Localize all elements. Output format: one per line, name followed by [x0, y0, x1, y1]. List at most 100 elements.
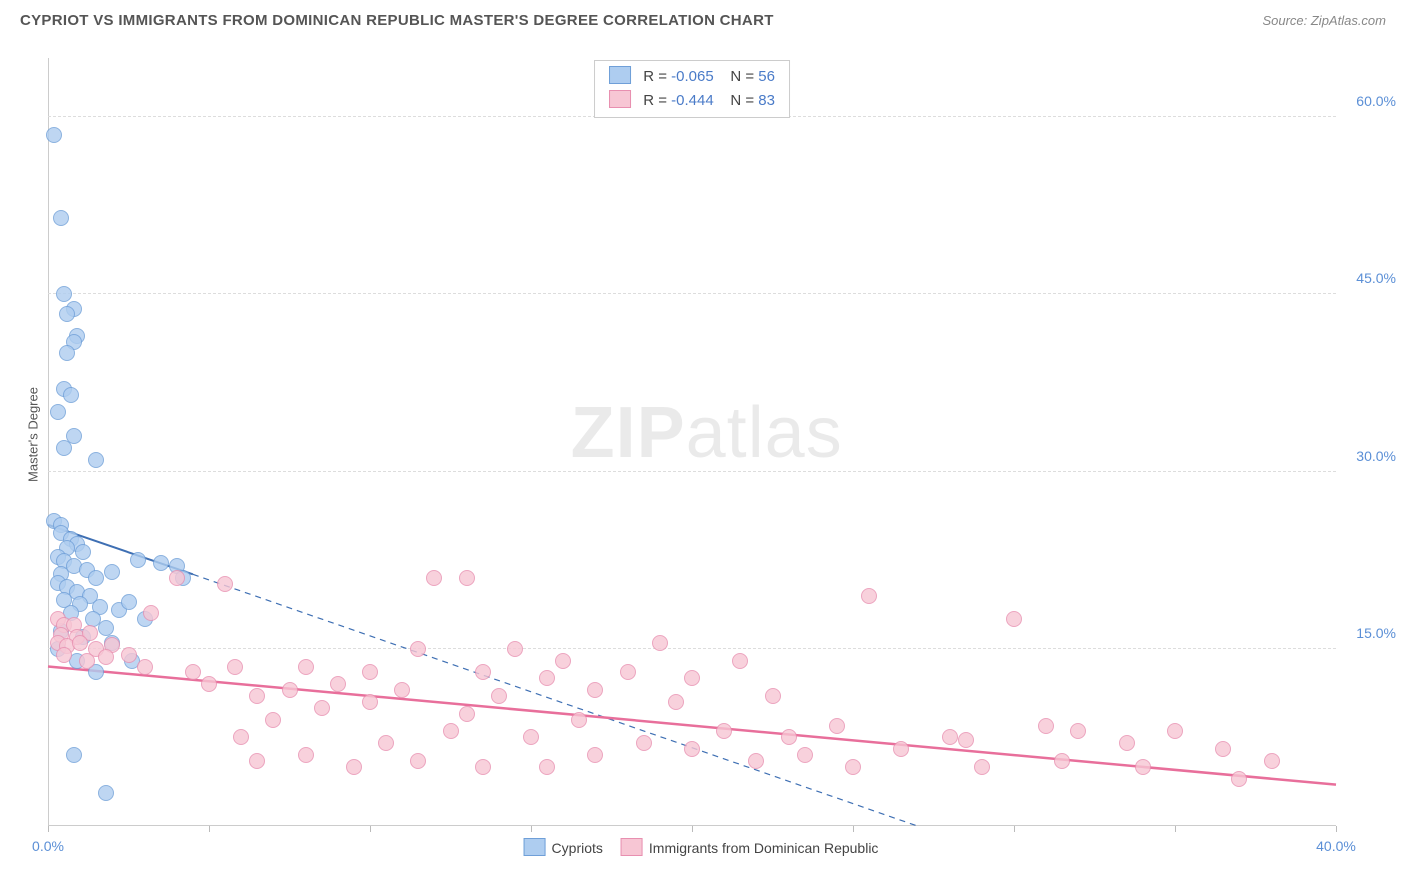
data-point-dominican [732, 653, 748, 669]
data-point-dominican [475, 664, 491, 680]
data-point-dominican [265, 712, 281, 728]
series-legend: Cypriots Immigrants from Dominican Republ… [506, 838, 879, 856]
data-point-cypriots [121, 594, 137, 610]
data-point-cypriots [63, 387, 79, 403]
y-tick-label: 60.0% [1341, 93, 1396, 109]
data-point-dominican [378, 735, 394, 751]
data-point-dominican [426, 570, 442, 586]
data-point-cypriots [130, 552, 146, 568]
data-point-dominican [217, 576, 233, 592]
legend-label-dominican: Immigrants from Dominican Republic [649, 840, 879, 856]
data-point-dominican [620, 664, 636, 680]
data-point-dominican [748, 753, 764, 769]
data-point-dominican [121, 647, 137, 663]
data-point-dominican [137, 659, 153, 675]
data-point-cypriots [53, 210, 69, 226]
data-point-dominican [507, 641, 523, 657]
data-point-dominican [249, 688, 265, 704]
data-point-dominican [1167, 723, 1183, 739]
y-tick-label: 30.0% [1341, 448, 1396, 464]
data-point-dominican [249, 753, 265, 769]
data-point-dominican [587, 682, 603, 698]
data-point-cypriots [98, 785, 114, 801]
y-tick-label: 15.0% [1341, 625, 1396, 641]
gridline [48, 293, 1336, 294]
data-point-cypriots [59, 306, 75, 322]
data-point-dominican [1006, 611, 1022, 627]
data-point-dominican [1119, 735, 1135, 751]
data-point-dominican [79, 653, 95, 669]
data-point-dominican [298, 747, 314, 763]
data-point-dominican [459, 706, 475, 722]
data-point-dominican [233, 729, 249, 745]
y-axis-title: Master's Degree [26, 374, 41, 494]
data-point-dominican [1054, 753, 1070, 769]
data-point-dominican [587, 747, 603, 763]
data-point-dominican [829, 718, 845, 734]
data-point-cypriots [88, 452, 104, 468]
correlation-stats-box: R = -0.065 N = 56 R = -0.444 N = 83 [594, 60, 790, 118]
data-point-dominican [1135, 759, 1151, 775]
legend-label-cypriots: Cypriots [552, 840, 603, 856]
data-point-dominican [636, 735, 652, 751]
data-point-dominican [491, 688, 507, 704]
data-point-cypriots [75, 544, 91, 560]
data-point-dominican [282, 682, 298, 698]
watermark: ZIPatlas [571, 392, 843, 474]
chart-source: Source: ZipAtlas.com [1262, 13, 1386, 28]
chart-title: CYPRIOT VS IMMIGRANTS FROM DOMINICAN REP… [20, 12, 774, 29]
swatch-cypriots [609, 66, 631, 84]
data-point-dominican [765, 688, 781, 704]
x-tick [531, 826, 532, 832]
data-point-cypriots [59, 345, 75, 361]
data-point-dominican [1038, 718, 1054, 734]
data-point-dominican [1231, 771, 1247, 787]
data-point-dominican [362, 664, 378, 680]
gridline [48, 471, 1336, 472]
data-point-cypriots [56, 440, 72, 456]
data-point-dominican [475, 759, 491, 775]
data-point-dominican [684, 741, 700, 757]
data-point-dominican [523, 729, 539, 745]
data-point-cypriots [88, 570, 104, 586]
x-tick [853, 826, 854, 832]
x-tick [48, 826, 49, 832]
legend-swatch-dominican [621, 838, 643, 856]
data-point-dominican [942, 729, 958, 745]
y-axis [48, 58, 49, 826]
scatter-plot-area: 15.0%30.0%45.0%60.0%0.0%40.0%Master's De… [48, 58, 1336, 826]
data-point-dominican [314, 700, 330, 716]
data-point-dominican [410, 753, 426, 769]
data-point-dominican [716, 723, 732, 739]
data-point-cypriots [66, 747, 82, 763]
data-point-dominican [1070, 723, 1086, 739]
data-point-cypriots [104, 564, 120, 580]
swatch-dominican [609, 90, 631, 108]
gridline [48, 648, 1336, 649]
data-point-dominican [98, 649, 114, 665]
data-point-dominican [410, 641, 426, 657]
data-point-dominican [227, 659, 243, 675]
data-point-dominican [571, 712, 587, 728]
data-point-dominican [56, 647, 72, 663]
data-point-dominican [668, 694, 684, 710]
data-point-dominican [539, 759, 555, 775]
data-point-dominican [539, 670, 555, 686]
legend-swatch-cypriots [524, 838, 546, 856]
trend-lines [48, 58, 1336, 826]
data-point-dominican [143, 605, 159, 621]
data-point-dominican [1215, 741, 1231, 757]
data-point-cypriots [153, 555, 169, 571]
x-tick [209, 826, 210, 832]
data-point-dominican [893, 741, 909, 757]
data-point-dominican [958, 732, 974, 748]
data-point-dominican [861, 588, 877, 604]
data-point-dominican [974, 759, 990, 775]
x-tick-label: 0.0% [32, 838, 64, 854]
data-point-dominican [201, 676, 217, 692]
data-point-dominican [362, 694, 378, 710]
data-point-dominican [443, 723, 459, 739]
data-point-dominican [781, 729, 797, 745]
data-point-dominican [845, 759, 861, 775]
chart-header: CYPRIOT VS IMMIGRANTS FROM DOMINICAN REP… [0, 0, 1406, 40]
